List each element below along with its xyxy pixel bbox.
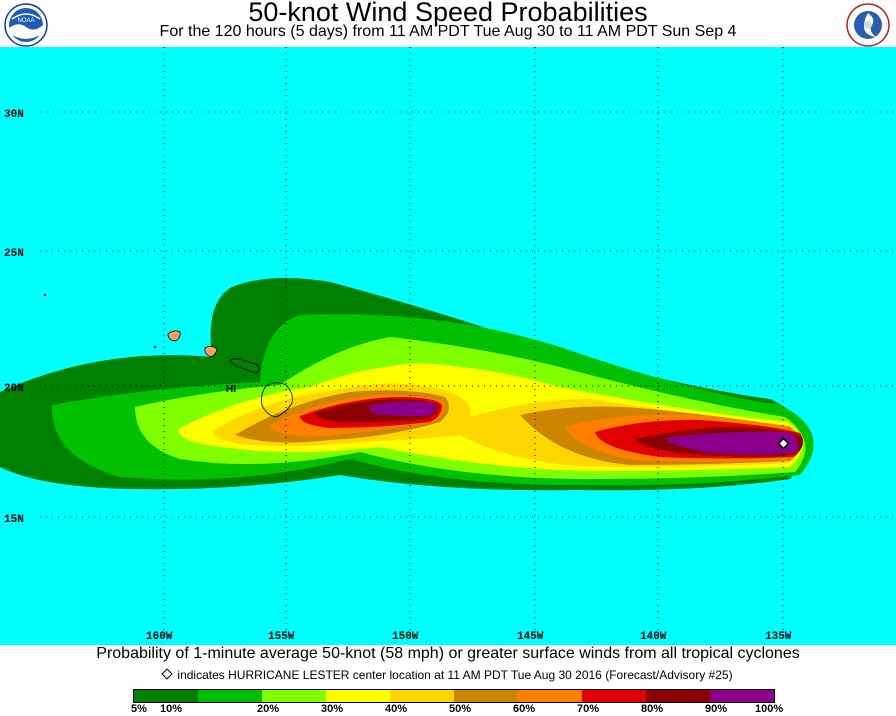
colorbar-swatch [582,690,646,702]
center-location-text: indicates HURRICANE LESTER center locati… [177,668,733,682]
center-location-note: indicates HURRICANE LESTER center locati… [0,668,896,682]
colorbar-label: 10% [160,703,183,715]
lon-label-155w: 155W [268,631,295,643]
page-title: 50-knot Wind Speed Probabilities [248,0,648,27]
lon-label-135w: 135W [765,631,792,643]
colorbar-label: 40% [385,703,408,715]
colorbar-swatch [646,690,710,702]
colorbar-swatch [710,690,774,702]
probability-colorbar [133,689,775,703]
colorbar-labels: 5% 10% 20% 30% 40% 50% 60% 70% 80% 90% 100% [0,703,896,716]
lon-label-160w: 160W [146,631,173,643]
colorbar-swatch [134,690,198,702]
island-oahu [204,345,218,358]
colorbar-swatch [262,690,326,702]
colorbar-label: 50% [449,703,472,715]
colorbar-swatch [390,690,454,702]
lon-label-145w: 145W [517,631,544,643]
probability-map: HI 30N 25N 20N 15N 160W 155W 150W 145W 1… [0,47,896,645]
page-subtitle: For the 120 hours (5 days) from 11 AM PD… [159,23,737,40]
colorbar-label: 60% [513,703,536,715]
colorbar-label: 70% [577,703,600,715]
island-niihau [153,345,157,349]
diamond-icon [777,437,790,450]
island-label: HI [226,384,236,395]
colorbar-swatch [454,690,518,702]
lon-label-140w: 140W [640,631,667,643]
header: NOAA 50-knot Wind Speed Probabilities Fo… [0,0,896,47]
colorbar-label: 30% [321,703,344,715]
footer: Probability of 1-minute average 50-knot … [0,645,896,716]
colorbar-label: 100% [755,703,784,715]
colorbar-label: 5% [131,703,147,715]
noaa-logo-text: NOAA [17,18,34,24]
noaa-logo: NOAA [4,3,48,47]
prob-band-90 [368,401,799,455]
hawaiian-islands [43,293,293,418]
diamond-icon [161,668,174,680]
island-big-island [261,382,293,418]
graticule [40,47,896,637]
lat-label-15n: 15N [4,514,24,526]
lon-label-150w: 150W [392,631,419,643]
colorbar-swatch [326,690,390,702]
lat-label-25n: 25N [4,248,24,260]
colorbar-label: 20% [257,703,280,715]
map-canvas: HI 30N 25N 20N 15N 160W 155W 150W 145W 1… [0,47,896,645]
lat-label-30n: 30N [4,109,24,121]
colorbar-label: 80% [641,703,664,715]
island-nihoa [43,293,47,297]
map-caption: Probability of 1-minute average 50-knot … [96,645,800,662]
colorbar-label: 90% [705,703,728,715]
island-kauai [167,330,181,342]
lat-label-20n: 20N [4,383,24,395]
nws-logo [846,3,890,47]
colorbar-swatch [198,690,262,702]
colorbar-swatch [518,690,582,702]
island-maui-group [229,358,260,374]
